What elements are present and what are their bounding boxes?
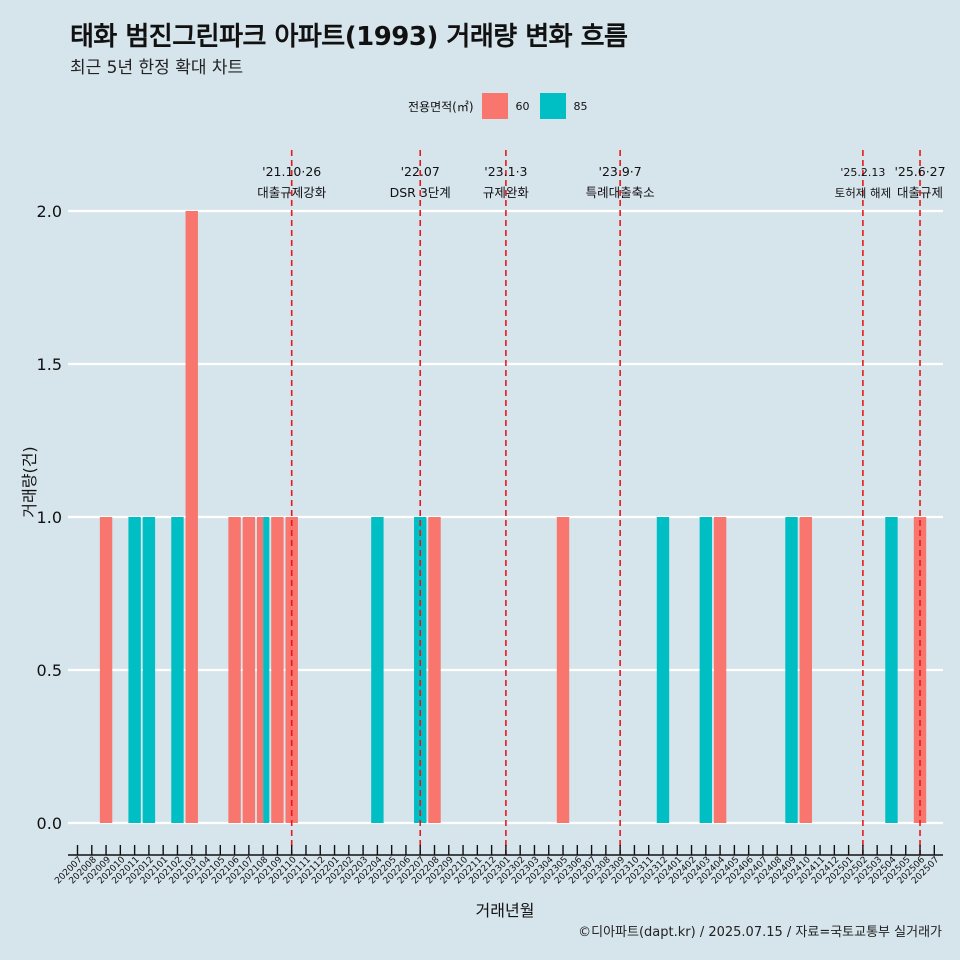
bar-85-202504 xyxy=(885,517,898,823)
event-date-label: '22.07 xyxy=(401,164,440,179)
event-date-label: '25.6·27 xyxy=(894,164,945,179)
legend-swatch-60 xyxy=(481,93,508,119)
legend-title: 전용면적(㎡) xyxy=(408,99,474,114)
event-name-label: 규제완화 xyxy=(483,185,530,200)
bar-85-202012 xyxy=(142,517,156,823)
event-name-label: 토허제 해제 xyxy=(835,186,892,200)
bar-85-202204 xyxy=(371,517,384,823)
chart-subtitle: 최근 5년 한정 확대 차트 xyxy=(70,58,244,78)
legend-label-60: 60 xyxy=(515,99,530,113)
bar-60-202410 xyxy=(799,517,812,823)
y-tick-label: 1.0 xyxy=(37,508,62,527)
event-name-label: 대출규제 xyxy=(897,185,943,200)
bar-60-202208 xyxy=(428,517,441,823)
event-date-label: '23.9·7 xyxy=(599,164,642,179)
bar-85-202403 xyxy=(699,517,713,823)
bar-60-202404 xyxy=(713,517,727,823)
x-axis-label: 거래년월 xyxy=(475,901,535,920)
bar-60-202108 xyxy=(256,517,264,823)
y-axis-label: 거래량(건) xyxy=(20,446,39,518)
y-tick-label: 2.0 xyxy=(37,202,62,221)
bar-85-202312 xyxy=(656,517,670,823)
bar-60-202103 xyxy=(185,211,198,823)
bar-60-202106 xyxy=(228,517,241,823)
event-date-label: '25.2.13 xyxy=(840,166,885,179)
event-date-label: '21.10·26 xyxy=(262,164,321,179)
bar-60-202305 xyxy=(556,517,570,823)
chart-title: 태화 범진그린파크 아파트(1993) 거래량 변화 흐름 xyxy=(70,22,628,52)
y-tick-label: 0.0 xyxy=(37,814,62,833)
event-name-label: 대출규제강화 xyxy=(257,185,327,200)
bar-85-202011 xyxy=(128,517,141,823)
event-name-label: DSR 3단계 xyxy=(390,185,451,200)
bar-85-202108 xyxy=(263,517,270,823)
y-tick-label: 1.5 xyxy=(37,355,62,374)
bar-60-202107 xyxy=(242,517,256,823)
event-date-label: '23.1·3 xyxy=(484,164,527,179)
legend-label-85: 85 xyxy=(573,99,588,113)
bar-60-202109 xyxy=(271,517,284,823)
bar-85-202102 xyxy=(171,517,184,823)
bar-85-202409 xyxy=(785,517,798,823)
event-name-label: 특례대출축소 xyxy=(586,185,655,200)
legend-swatch-85 xyxy=(539,93,566,119)
legend: 전용면적(㎡) 60 85 xyxy=(408,93,598,119)
bar-60-202009 xyxy=(99,517,113,823)
y-tick-label: 0.5 xyxy=(37,661,62,680)
source-caption: ©디아파트(dapt.kr) / 2025.07.15 / 자료=국토교통부 실… xyxy=(578,925,942,940)
